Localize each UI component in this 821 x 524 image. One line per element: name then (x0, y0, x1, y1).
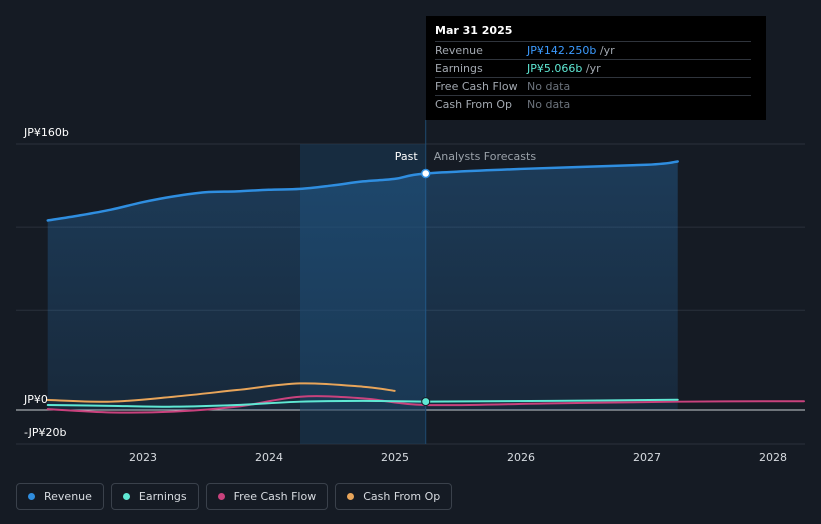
revenue-marker (420, 168, 431, 179)
legend-item-revenue[interactable]: Revenue (16, 483, 104, 510)
earnings-marker (421, 397, 431, 407)
legend-item-free-cash-flow[interactable]: Free Cash Flow (205, 483, 329, 510)
marker-layer (420, 168, 431, 407)
tooltip-row-name: Earnings (435, 62, 483, 75)
x-tick-label: 2028 (759, 451, 787, 464)
y-tick-label: JP¥160b (23, 126, 69, 139)
tooltip-row-value: No data (527, 98, 571, 111)
x-tick-label: 2024 (255, 451, 283, 464)
legend-item-earnings[interactable]: Earnings (110, 483, 199, 510)
revenue-area-layer (47, 161, 678, 410)
tooltip-row-cash-from-op: Cash From Op No data (435, 95, 751, 113)
tooltip-row-unit: /yr (599, 44, 615, 57)
tooltip-row-revenue: Revenue JP¥142.250b /yr (435, 41, 751, 59)
legend-label: Free Cash Flow (233, 490, 317, 503)
legend-dot-icon (217, 493, 225, 500)
series-line-cash-from-op (46, 382, 396, 403)
chart-legend: Revenue Earnings Free Cash Flow Cash Fro… (16, 483, 453, 510)
forecast-label: Analysts Forecasts (434, 150, 537, 163)
legend-item-cash-from-op[interactable]: Cash From Op (335, 483, 453, 510)
tooltip-row-unit: /yr (585, 62, 601, 75)
revenue-area (47, 161, 678, 410)
x-tick-label: 2023 (129, 451, 157, 464)
y-tick-label: JP¥0 (23, 393, 48, 406)
x-tick-label: 2025 (381, 451, 409, 464)
legend-label: Cash From Op (363, 490, 441, 503)
series-line-free-cash-flow (46, 395, 805, 414)
tooltip-row-name: Free Cash Flow (435, 80, 518, 93)
legend-label: Earnings (138, 490, 187, 503)
series-line-layer (46, 160, 805, 414)
tooltip-row-name: Revenue (435, 44, 483, 57)
legend-label: Revenue (44, 490, 92, 503)
financial-chart: JP¥160b JP¥0 -JP¥20b 2023 2024 2025 2026 2027 20… (16, 120, 805, 464)
series-line-earnings (46, 398, 679, 408)
tooltip-date: Mar 31 2025 (435, 24, 513, 37)
tooltip-row-name: Cash From Op (435, 98, 513, 111)
legend-dot-icon (28, 493, 35, 500)
tooltip-row-free-cash-flow: Free Cash Flow No data (435, 77, 751, 95)
past-label: Past (395, 150, 419, 163)
tooltip-row-earnings: Earnings JP¥5.066b /yr (435, 59, 751, 77)
tooltip-row-value: No data (527, 80, 571, 93)
x-tick-label: 2026 (507, 451, 535, 464)
tooltip-row-value: JP¥142.250b (527, 44, 597, 57)
tooltip-row-value: JP¥5.066b (527, 62, 583, 75)
series-line-revenue (46, 160, 679, 222)
legend-dot-icon (347, 493, 355, 500)
y-tick-label: -JP¥20b (24, 426, 66, 439)
x-tick-label: 2027 (633, 451, 661, 464)
data-tooltip: Mar 31 2025 Revenue JP¥142.250b /yr Earn… (426, 16, 766, 120)
label-layer: JP¥160b JP¥0 -JP¥20b 2023 2024 2025 2026 2027 20… (23, 126, 787, 464)
legend-dot-icon (122, 493, 130, 500)
